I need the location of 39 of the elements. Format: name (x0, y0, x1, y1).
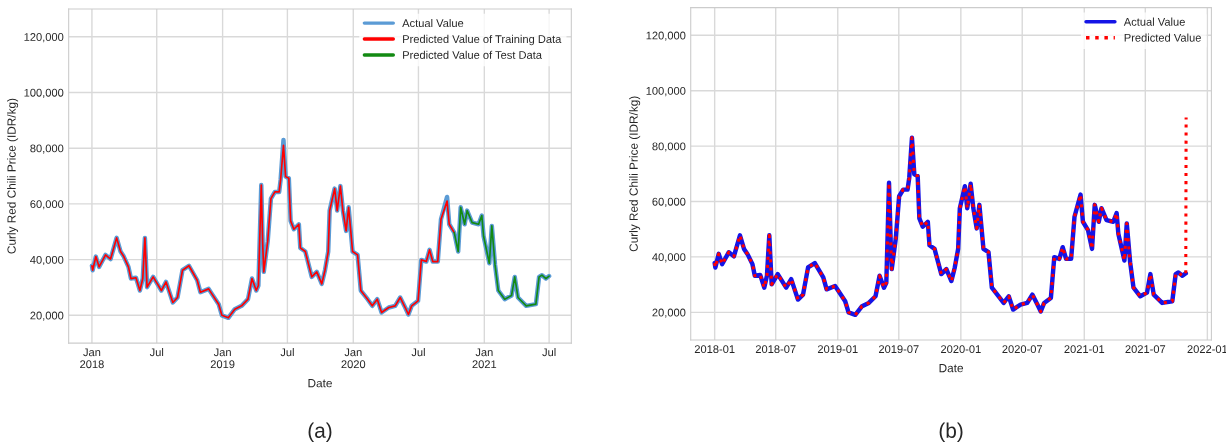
x-tick-label: 2021-01 (1064, 345, 1105, 354)
x-tick-label: 2018-01 (694, 345, 735, 354)
x-tick-label: 2018-07 (755, 345, 796, 354)
x-tick-label: Jul (411, 348, 425, 357)
x-tick-label: Jul (542, 348, 556, 357)
x-tick-label: Jul (149, 348, 164, 357)
y-tick-label: 20,000 (652, 308, 686, 318)
y-tick-label: 60,000 (652, 197, 686, 207)
x-tick-label: Jan 2018 (80, 348, 104, 369)
x-tick-label: 2020-07 (1002, 345, 1043, 354)
text: (b) (939, 422, 963, 443)
legend-label: Predicted Value (1124, 33, 1201, 42)
x-tick-label: Jan 2021 (472, 348, 497, 369)
x-tick-label: 2021-07 (1125, 345, 1166, 354)
y-axis-title: Curly Red Chili Price (IDR/kg) (7, 98, 19, 254)
y-tick-label: 80,000 (652, 142, 686, 152)
legend-label: Actual Value (1123, 17, 1185, 26)
x-tick-label: 2019-07 (878, 345, 919, 354)
y-tick-label: 100,000 (646, 86, 686, 97)
y-tick-label: 40,000 (652, 253, 686, 263)
legend-label: Predicted Value of Training Data (403, 34, 562, 46)
x-axis-title: Date (308, 379, 332, 388)
y-axis-title: Curly Red Chili Price (IDR/kg) (629, 96, 641, 252)
x-tick-label: Jan 2020 (341, 348, 366, 369)
y-tick-label: 40,000 (30, 255, 64, 266)
x-tick-label: Jul (280, 348, 294, 357)
y-tick-label: 120,000 (646, 31, 686, 41)
y-tick-label: 80,000 (30, 144, 64, 154)
x-tick-label: 2019-01 (817, 345, 858, 354)
y-tick-label: 120,000 (24, 33, 64, 43)
y-tick-label: 60,000 (30, 200, 64, 210)
legend-label: Predicted Value of Test Data (403, 50, 542, 59)
x-tick-label: Jan 2019 (210, 348, 235, 369)
x-tick-label: 2020-01 (941, 345, 981, 354)
legend-label: Actual Value (402, 18, 464, 28)
y-tick-label: 100,000 (24, 88, 64, 98)
y-tick-label: 20,000 (30, 311, 64, 321)
text: (a) (308, 422, 332, 443)
x-axis-title: Date (939, 364, 964, 373)
